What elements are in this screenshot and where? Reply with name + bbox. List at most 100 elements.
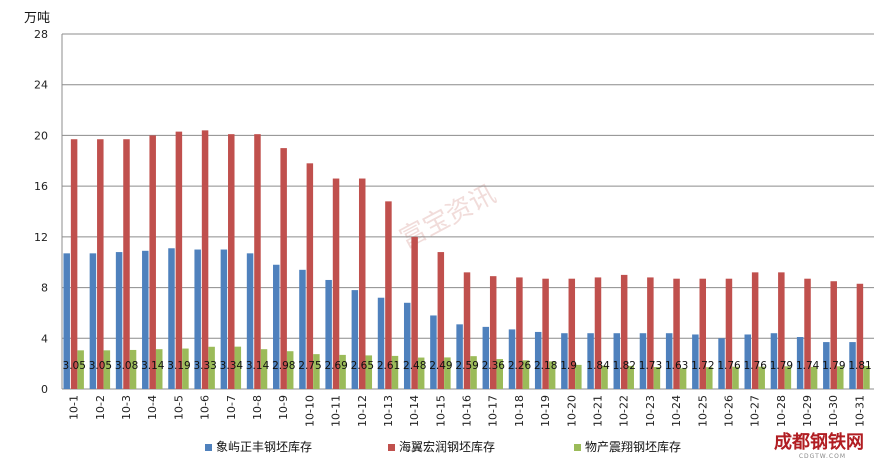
legend-label: 物产震翔钢坯库存 [585, 439, 681, 454]
bar-2 [332, 178, 340, 389]
bar-3 [758, 366, 765, 389]
data-label: 3.14 [141, 360, 165, 372]
bar-2 [778, 272, 785, 389]
bar-1 [63, 253, 70, 389]
y-tick-label: 28 [34, 28, 48, 41]
data-label: 3.14 [246, 360, 270, 372]
data-label: 3.34 [220, 360, 244, 372]
bar-2 [830, 281, 837, 389]
data-label: 1.82 [613, 360, 636, 372]
bar-3 [784, 366, 792, 389]
x-tick-label: 10-29 [801, 395, 814, 427]
bar-2 [254, 134, 261, 389]
bar-3 [391, 355, 399, 389]
bar-1 [482, 326, 490, 389]
data-label: 3.33 [193, 360, 216, 372]
data-label: 3.08 [115, 360, 138, 372]
bar-3 [286, 351, 294, 389]
x-tick-label: 10-22 [618, 395, 631, 427]
bar-3 [365, 355, 373, 389]
x-tick-label: 10-5 [172, 395, 185, 420]
data-label: 2.75 [298, 360, 321, 372]
bar-1 [142, 250, 149, 389]
bar-1 [430, 315, 437, 389]
bar-1 [299, 269, 306, 389]
bar-1 [325, 279, 332, 389]
x-tick-label: 10-1 [68, 395, 81, 420]
legend-swatch [205, 444, 212, 451]
bar-3 [182, 348, 189, 389]
data-label: 2.69 [324, 360, 347, 372]
data-label: 1.63 [665, 360, 688, 372]
x-tick-label: 10-7 [225, 395, 238, 420]
bar-2 [673, 278, 680, 389]
bar-1 [561, 333, 568, 389]
bar-3 [234, 346, 242, 389]
y-tick-label: 16 [34, 180, 48, 193]
bar-2 [358, 178, 366, 389]
x-tick-label: 10-31 [853, 395, 866, 427]
bar-3 [444, 357, 451, 389]
bar-3 [260, 349, 268, 389]
bar-1 [246, 253, 254, 389]
bar-1 [613, 333, 621, 389]
bar-2 [489, 276, 497, 389]
legend-label: 象屿正丰钢坯库存 [216, 439, 312, 454]
bar-1 [849, 342, 856, 389]
bar-1 [220, 249, 228, 389]
bar-3 [496, 359, 504, 389]
bar-2 [123, 139, 130, 389]
bar-1 [456, 324, 463, 389]
x-tick-label: 10-4 [146, 395, 159, 420]
data-label: 1.84 [586, 360, 610, 372]
bar-3 [417, 357, 425, 389]
data-label: 1.81 [848, 360, 871, 372]
bar-3 [548, 361, 556, 389]
y-tick-label: 12 [34, 231, 48, 244]
x-tick-label: 10-12 [356, 395, 369, 427]
bar-1 [508, 329, 516, 389]
bar-2 [97, 139, 104, 389]
data-label: 1.79 [822, 360, 845, 372]
data-label: 2.48 [403, 360, 426, 372]
bar-3 [810, 366, 818, 389]
data-label: 1.9 [560, 360, 577, 372]
legend-swatch [388, 444, 395, 451]
bar-2 [725, 278, 733, 389]
data-label: 3.05 [63, 360, 86, 372]
site-logo: 成都钢铁网 [774, 432, 864, 453]
bar-2 [306, 163, 314, 389]
x-tick-label: 10-20 [565, 395, 578, 427]
bar-3 [732, 366, 739, 389]
data-label: 2.61 [377, 360, 400, 372]
data-label: 1.74 [796, 360, 820, 372]
data-label: 3.19 [167, 360, 190, 372]
bar-3 [679, 368, 687, 389]
data-label: 3.05 [89, 360, 112, 372]
watermark-text: 富宝资讯 [395, 179, 501, 254]
bar-1 [639, 333, 647, 389]
x-tick-label: 10-9 [277, 395, 290, 420]
bar-2 [437, 252, 445, 389]
bar-2 [804, 278, 811, 389]
bar-1 [796, 337, 804, 389]
bar-3 [706, 367, 713, 389]
bar-2 [699, 278, 707, 389]
bar-1 [168, 248, 175, 389]
bar-2 [620, 274, 628, 389]
bar-2 [280, 148, 287, 389]
x-tick-label: 10-10 [303, 395, 316, 427]
data-label: 2.65 [351, 360, 374, 372]
x-tick-label: 10-27 [749, 395, 762, 427]
bar-3 [837, 366, 844, 389]
bar-3 [208, 346, 215, 389]
data-label: 2.49 [429, 360, 452, 372]
data-label: 2.59 [455, 360, 478, 372]
bar-2 [542, 278, 549, 389]
bar-1 [692, 334, 699, 389]
bar-1 [89, 253, 97, 389]
data-label: 2.26 [508, 360, 532, 372]
x-tick-label: 10-30 [827, 395, 840, 427]
bar-2 [594, 277, 602, 389]
